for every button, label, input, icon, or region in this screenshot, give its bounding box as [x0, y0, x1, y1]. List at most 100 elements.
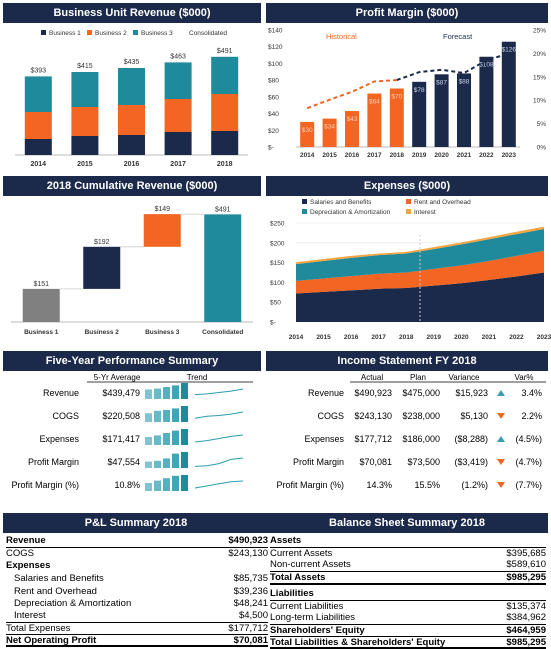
pl-item-label: Interest	[14, 610, 46, 621]
expenses-chart: Salaries and Benefits Rent and Overhead De…	[270, 199, 551, 341]
bar-segment	[71, 72, 99, 107]
legend-label: Consolidated	[189, 30, 227, 37]
row-actual: 14.3%	[366, 480, 392, 490]
spark-bar	[163, 410, 170, 422]
bs-longterm-row: Long-term Liabilities $384,962	[270, 612, 546, 624]
waterfall-value-label: $149	[154, 206, 170, 213]
income-panel: Income Statement FY 2018 Actual Plan Varia…	[266, 351, 548, 501]
row-plan: 15.5%	[414, 480, 440, 490]
margin-bar	[479, 56, 494, 147]
pl-cogs-row: COGS $243,130	[6, 547, 268, 559]
bar-segment	[211, 56, 239, 94]
margin-bar	[501, 41, 516, 148]
x-tick-label: 2021	[457, 152, 472, 159]
pl-cogs-value: $243,130	[228, 548, 268, 559]
y-tick-label: $80	[268, 78, 279, 85]
x-tick-label: 2018	[399, 334, 414, 341]
margin-chart: $140 $120 $100 $80 $60 $40 $20 $- 25% 20% 15% 10% 5%…	[268, 28, 547, 160]
y-tick-label: $140	[268, 28, 283, 35]
row-variance: ($3,419)	[454, 457, 488, 467]
pl-item-row: Depreciation & Amortization $48,241	[6, 598, 268, 610]
pl-revenue-value: $490,923	[228, 535, 268, 546]
x-tick-label: 2015	[77, 161, 93, 168]
bs-assets-label: Assets	[270, 535, 302, 546]
row-plan: $186,000	[402, 434, 440, 444]
legend-swatch	[41, 30, 46, 35]
bar-segment	[24, 112, 52, 139]
row-label: Expenses	[39, 434, 79, 444]
balance-table: Assets Current Assets $395,685 Non-curre…	[270, 535, 546, 649]
income-header: Var%	[515, 373, 534, 382]
bar-segment	[164, 99, 192, 132]
bar-total-label: $393	[31, 67, 47, 74]
annotation-historical: Historical	[326, 32, 357, 41]
x-tick-label: 2016	[345, 152, 360, 159]
y-tick-label: $-	[268, 145, 274, 152]
x-tick-label: 2017	[367, 152, 382, 159]
spark-bar	[154, 410, 161, 422]
balance-title: Balance Sheet Summary 2018	[266, 513, 548, 533]
income-table: Actual Plan Variance Var% Revenue $490,923 $47…	[276, 373, 546, 490]
row-label: COGS	[52, 411, 79, 421]
margin-bar	[412, 81, 427, 147]
bar-total-label: $491	[217, 48, 233, 55]
bs-total-le-value: $985,295	[506, 637, 546, 648]
x-tick-label: 2017	[371, 334, 386, 341]
legend-swatch	[302, 199, 307, 204]
cumulative-title: 2018 Cumulative Revenue ($000)	[3, 176, 261, 196]
header-avg: 5-Yr Average	[94, 373, 141, 382]
spark-bar	[181, 383, 188, 399]
legend-label: Interest	[414, 209, 436, 216]
y-tick-label: $20	[268, 128, 279, 135]
legend-label: Depreciation & Amortization	[310, 209, 391, 216]
row-label: Revenue	[308, 388, 344, 398]
spark-bar	[145, 483, 152, 491]
row-variance: $15,923	[455, 388, 488, 398]
margin-panel: Profit Margin ($000) $140 $120 $100 $80 $60 $…	[266, 3, 548, 168]
margin-bar-label: $87	[436, 79, 447, 86]
margin-title: Profit Margin ($000)	[266, 3, 548, 23]
bar-segment	[118, 135, 145, 155]
spark-bar	[154, 388, 161, 399]
y-tick-label: $250	[270, 221, 285, 228]
x-tick-label: 2023	[537, 334, 551, 341]
legend-swatch	[87, 30, 92, 35]
pl-item-label: Rent and Overhead	[14, 586, 97, 597]
row-pct: (4.7%)	[515, 457, 542, 467]
pl-item-value: $85,735	[233, 573, 268, 584]
spark-bar	[145, 413, 152, 422]
x-tick-label: 2019	[427, 334, 442, 341]
bar-segment	[118, 68, 145, 105]
spark-bar	[181, 406, 188, 422]
legend-label: Business 2	[95, 30, 127, 37]
legend-swatch	[133, 30, 138, 35]
x-tick-label: 2016	[344, 334, 359, 341]
bar-segment	[164, 62, 192, 99]
down-arrow-icon	[497, 413, 505, 419]
pl-total-row: Total Expenses $177,712	[6, 622, 268, 634]
bs-total-le-label: Total Liabilities & Shareholders' Equity	[270, 637, 446, 648]
bs-current-liab-value: $135,374	[506, 601, 546, 612]
x-tick-label: 2023	[502, 152, 517, 159]
row-plan: $238,000	[402, 411, 440, 421]
spark-bar	[181, 429, 188, 445]
spark-bar	[163, 387, 170, 399]
y2-tick-label: 0%	[537, 145, 547, 152]
bar-segment	[24, 76, 52, 112]
fiveyear-title: Five-Year Performance Summary	[3, 351, 261, 371]
pl-expenses-label: Expenses	[6, 560, 51, 571]
bar-total-label: $463	[170, 53, 186, 60]
bs-current-assets-row: Current Assets $395,685	[270, 547, 546, 559]
y2-tick-label: 20%	[533, 51, 546, 58]
row-value: 10.8%	[114, 480, 140, 490]
margin-bar	[457, 73, 471, 147]
pl-revenue-row: Revenue $490,923	[6, 535, 268, 547]
spark-bar	[172, 475, 179, 491]
spark-bar	[154, 480, 161, 491]
x-tick-label: Consolidated	[202, 329, 243, 336]
bar-total-label: $435	[124, 59, 140, 66]
y-tick-label: $50	[270, 300, 281, 307]
up-arrow-icon	[497, 436, 505, 442]
x-tick-label: 2020	[454, 334, 469, 341]
legend-swatch	[406, 209, 411, 214]
